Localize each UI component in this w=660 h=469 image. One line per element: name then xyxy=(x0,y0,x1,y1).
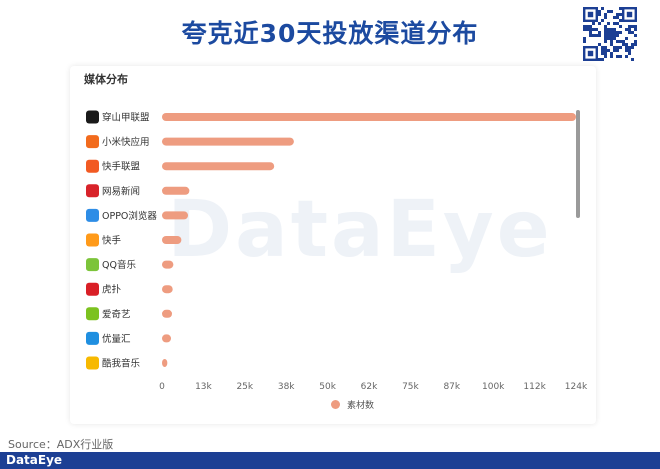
page-title: 夸克近30天投放渠道分布 xyxy=(181,19,479,48)
category-label: 网易新闻 xyxy=(102,185,140,197)
bar[interactable] xyxy=(162,359,168,367)
bar[interactable] xyxy=(162,285,173,294)
legend-swatch xyxy=(331,399,340,409)
x-tick-label: 100k xyxy=(482,382,505,392)
chart-scrollbar[interactable] xyxy=(576,110,580,218)
qq-music-icon xyxy=(86,258,99,272)
bar[interactable] xyxy=(162,113,576,121)
x-tick-label: 112k xyxy=(523,382,546,392)
watermark: DataEye xyxy=(167,185,553,275)
pangle-icon xyxy=(86,110,99,124)
category-label: 爱奇艺 xyxy=(102,308,131,320)
footer-logo: DataEye xyxy=(6,453,63,467)
bar[interactable] xyxy=(162,309,173,318)
category-label: 酷我音乐 xyxy=(102,358,141,370)
bar[interactable] xyxy=(162,334,172,343)
bar[interactable] xyxy=(162,211,189,220)
bar[interactable] xyxy=(162,186,190,195)
xiaomi-icon xyxy=(86,135,99,149)
category-label: OPPO浏览器 xyxy=(102,210,157,222)
bar[interactable] xyxy=(162,260,174,269)
category-label: QQ音乐 xyxy=(102,259,136,271)
x-tick-label: 38k xyxy=(278,382,295,392)
x-tick-label: 13k xyxy=(195,382,212,392)
x-tick-label: 87k xyxy=(443,382,460,392)
youlianghui-icon xyxy=(86,331,99,345)
netease-news-icon xyxy=(86,184,99,198)
oppo-browser-icon xyxy=(86,208,99,222)
kuwo-music-icon xyxy=(86,356,99,370)
bar[interactable] xyxy=(162,137,294,146)
category-label: 虎扑 xyxy=(102,284,122,296)
legend-label: 素材数 xyxy=(347,400,375,411)
bar[interactable] xyxy=(162,162,275,171)
legend[interactable]: 素材数 xyxy=(331,397,374,411)
x-tick-label: 75k xyxy=(402,382,419,392)
category-label: 快手 xyxy=(102,235,122,247)
category-label: 小米快应用 xyxy=(102,136,150,148)
kuaishou-union-icon xyxy=(86,159,99,173)
category-label: 优量汇 xyxy=(102,333,131,345)
x-tick-label: 25k xyxy=(236,382,253,392)
footer-bar: DataEye xyxy=(0,452,660,469)
iqiyi-icon xyxy=(86,307,99,321)
chart-card xyxy=(70,66,596,424)
x-tick-label: 50k xyxy=(319,382,336,392)
hupu-icon xyxy=(86,282,99,296)
x-tick-label: 124k xyxy=(565,382,588,392)
qr-code-icon xyxy=(583,7,637,61)
x-tick-label: 0 xyxy=(159,382,165,392)
x-tick-label: 62k xyxy=(361,382,378,392)
source-note: Source：ADX行业版 xyxy=(8,438,114,451)
bar[interactable] xyxy=(162,236,182,244)
category-label: 穿山甲联盟 xyxy=(102,112,150,124)
section-title: 媒体分布 xyxy=(84,73,128,86)
kuaishou-icon xyxy=(86,233,99,247)
category-label: 快手联盟 xyxy=(102,161,141,173)
